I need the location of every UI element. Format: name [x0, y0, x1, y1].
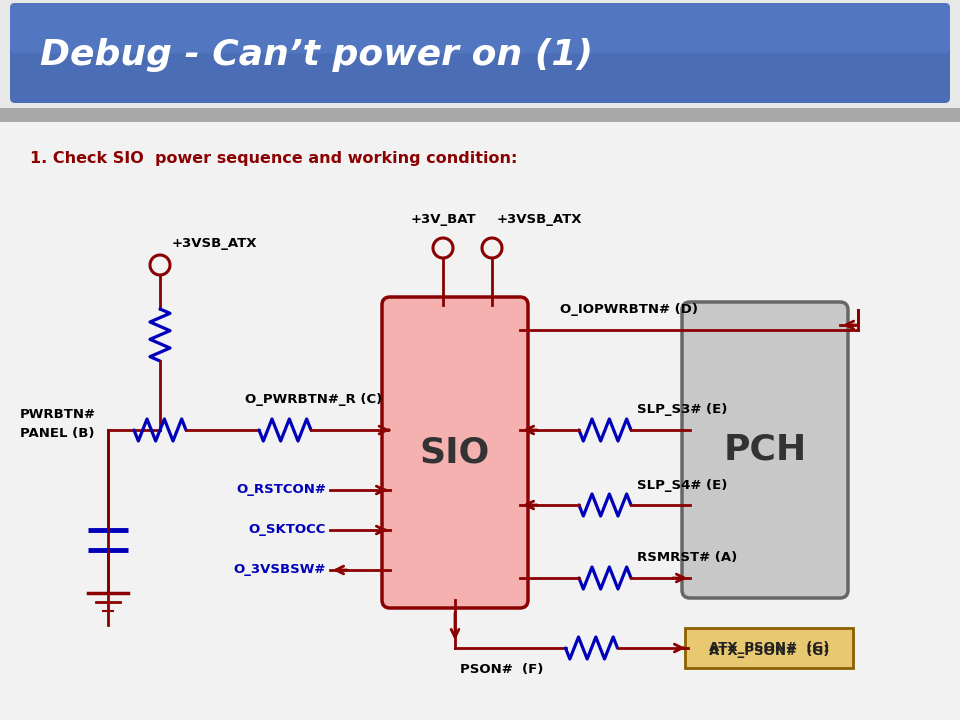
Text: O_3VSBSW#: O_3VSBSW#: [233, 564, 326, 577]
Text: SLP_S3# (E): SLP_S3# (E): [637, 403, 728, 416]
FancyBboxPatch shape: [685, 628, 853, 668]
Bar: [0, 108, 960, 122]
Text: O_IOPWRBTN# (D): O_IOPWRBTN# (D): [560, 304, 698, 317]
Text: O_PWRBTN#_R (C): O_PWRBTN#_R (C): [245, 394, 382, 407]
Text: RSMRST# (A): RSMRST# (A): [637, 552, 737, 564]
Text: ATX_PSON#  (G): ATX_PSON# (G): [708, 642, 829, 654]
Text: PCH: PCH: [724, 433, 806, 467]
Bar: [0, 122, 960, 720]
Text: Debug - Can’t power on (1): Debug - Can’t power on (1): [40, 38, 593, 72]
FancyBboxPatch shape: [382, 297, 528, 608]
Text: SLP_S4# (E): SLP_S4# (E): [637, 479, 728, 492]
Text: +3VSB_ATX: +3VSB_ATX: [172, 236, 257, 250]
Text: O_RSTCON#: O_RSTCON#: [236, 484, 326, 497]
Text: PWRBTN#: PWRBTN#: [20, 408, 96, 420]
Text: +3VSB_ATX: +3VSB_ATX: [497, 214, 583, 227]
FancyBboxPatch shape: [682, 302, 848, 598]
Text: O_SKTOCC: O_SKTOCC: [249, 523, 326, 536]
Text: PSON#  (F): PSON# (F): [460, 664, 543, 677]
FancyBboxPatch shape: [10, 3, 950, 103]
FancyBboxPatch shape: [10, 3, 950, 53]
Text: SIO: SIO: [420, 436, 491, 469]
Text: ATX_PSON#  (G): ATX_PSON# (G): [708, 646, 829, 659]
Text: +3V_BAT: +3V_BAT: [410, 214, 476, 227]
Text: PANEL (B): PANEL (B): [20, 428, 94, 441]
Text: 1. Check SIO  power sequence and working condition:: 1. Check SIO power sequence and working …: [30, 150, 517, 166]
